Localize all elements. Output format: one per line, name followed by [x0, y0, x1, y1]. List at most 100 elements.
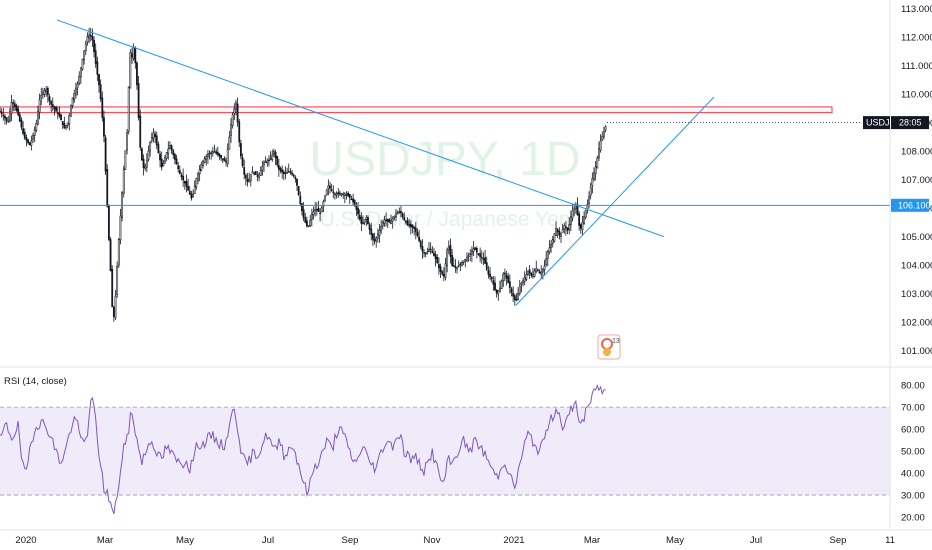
candle-body: [546, 251, 549, 259]
candle-body: [104, 137, 107, 172]
candle-body: [398, 211, 401, 213]
resistance-zone[interactable]: [0, 106, 833, 114]
candle-body: [286, 172, 289, 174]
candle-body: [431, 250, 434, 253]
candle-body: [155, 135, 158, 146]
candle-body: [337, 192, 340, 195]
candle-body: [454, 266, 457, 268]
candle-body: [167, 148, 170, 154]
candle-body: [159, 153, 161, 161]
candle-body: [122, 168, 125, 194]
candle-body: [322, 201, 325, 207]
trendline-layer[interactable]: [0, 19, 890, 306]
candle-body: [149, 141, 152, 152]
candle-body: [375, 237, 378, 242]
candle-body: [210, 152, 213, 154]
trendline-uptrend[interactable]: [515, 96, 715, 306]
candle-body: [536, 269, 539, 272]
candle-body: [126, 132, 128, 151]
time-axis[interactable]: 2020 Mar May Jul Sep Nov 2021 Mar May Jul Sep 11: [15, 535, 895, 546]
level-price-label[interactable]: 106.100: [891, 198, 931, 212]
symbol-badge: [863, 116, 890, 130]
candle-body: [116, 265, 119, 295]
candle-body: [205, 156, 208, 160]
price-axis[interactable]: 113.000112.000111.000110.000109.000108.0…: [901, 4, 932, 357]
candle-body: [305, 220, 308, 227]
candle-body: [263, 162, 265, 166]
candle-body: [467, 255, 470, 257]
candle-body: [474, 247, 477, 251]
candle-body: [561, 228, 564, 233]
price-tick-label: 103.000: [901, 289, 932, 300]
candle-body: [497, 290, 500, 295]
candle-body: [99, 84, 102, 99]
candle-body: [134, 47, 137, 64]
candle-body: [383, 219, 386, 224]
candle-body: [23, 131, 26, 139]
candle-body: [103, 117, 105, 137]
candle-body: [396, 212, 399, 215]
candle-body: [75, 88, 77, 96]
candle-body: [131, 53, 133, 58]
candle-body: [555, 227, 557, 236]
candle-body: [602, 131, 605, 138]
candle-body: [251, 171, 254, 174]
candle-body: [20, 119, 23, 128]
candle-body: [211, 151, 214, 154]
candle-body: [532, 274, 534, 277]
candle-body: [391, 218, 394, 222]
candle-body: [50, 100, 53, 105]
candle-body: [523, 277, 526, 282]
time-tick-label: Sep: [342, 535, 359, 546]
candle-body: [515, 298, 518, 301]
candle-body: [81, 58, 84, 70]
candle-body: [73, 93, 76, 100]
event-marker[interactable]: 13: [597, 334, 621, 360]
time-tick-label: 2020: [15, 535, 36, 546]
candle-body: [164, 157, 166, 163]
watermark-description: U.S. Dollar / Japanese Yen: [320, 208, 571, 231]
rsi-line[interactable]: [0, 384, 606, 515]
candle-body: [583, 216, 586, 225]
candle-body: [292, 174, 295, 177]
candle-body: [203, 158, 206, 163]
watermark-symbol: USDJPY, 1D: [309, 133, 580, 186]
candle-body: [545, 258, 548, 266]
candle-body: [231, 114, 234, 126]
candle-body: [426, 251, 429, 254]
candle-body: [213, 151, 216, 153]
candle-body: [112, 306, 115, 317]
candle-body: [505, 274, 508, 279]
candle-body: [190, 193, 193, 199]
candle-body: [269, 158, 272, 160]
candle-body: [456, 266, 458, 270]
candle-body: [91, 36, 94, 41]
candle-body: [175, 158, 178, 165]
trendline-downtrend[interactable]: [56, 19, 665, 238]
time-tick-label: Jul: [262, 535, 274, 546]
candle-body: [449, 245, 452, 257]
candle-body: [492, 280, 495, 285]
candle-body: [0, 110, 1, 113]
candle-body: [243, 167, 246, 175]
candle-body: [528, 269, 531, 274]
rsi-tick-label: 80.00: [901, 381, 925, 392]
candle-body: [28, 142, 31, 146]
candle-body: [518, 285, 521, 294]
rsi-indicator-title[interactable]: RSI (14, close): [4, 376, 67, 387]
candle-body: [470, 250, 473, 255]
candle-body: [253, 172, 256, 175]
candle-body: [235, 102, 237, 110]
candle-body: [43, 90, 46, 95]
candle-body: [32, 135, 34, 140]
rsi-axis[interactable]: 80.00 70.00 60.00 50.00 40.00 30.00 20.00: [901, 381, 925, 524]
time-tick-label: 11: [885, 535, 895, 546]
candle-body: [533, 270, 536, 277]
candle-body: [136, 62, 138, 86]
candle-body: [195, 178, 198, 188]
candle-body: [228, 136, 231, 150]
candle-body: [363, 219, 366, 223]
